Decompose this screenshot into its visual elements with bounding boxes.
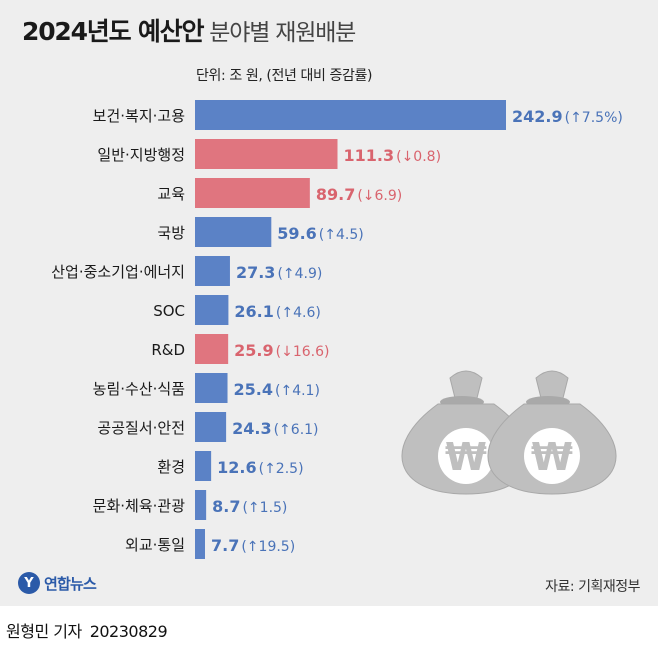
bar bbox=[195, 451, 212, 481]
svg-text:₩: ₩ bbox=[531, 435, 573, 479]
title-sub: 분야별 재원배분 bbox=[209, 20, 356, 46]
svg-text:₩: ₩ bbox=[445, 435, 487, 479]
category-label: 농림·수산·식품 bbox=[93, 380, 185, 398]
unit-note: 단위: 조 원, (전년 대비 증감률) bbox=[196, 68, 373, 84]
bar bbox=[195, 529, 205, 559]
category-label: R&D bbox=[151, 341, 185, 359]
change-label: (↑4.9) bbox=[277, 266, 322, 282]
value-label: 242.9 bbox=[512, 107, 563, 126]
reporter-name: 원형민 기자 bbox=[6, 622, 82, 641]
change-label: (↑4.5) bbox=[319, 227, 364, 243]
change-label: (↑7.5%) bbox=[565, 110, 623, 126]
value-label: 89.7 bbox=[316, 185, 355, 204]
value-label: 25.9 bbox=[234, 341, 273, 360]
value-label: 27.3 bbox=[236, 263, 275, 282]
category-label: 외교·통일 bbox=[125, 536, 185, 554]
value-label: 59.6 bbox=[277, 224, 316, 243]
value-label: 12.6 bbox=[217, 458, 256, 477]
change-label: (↑4.6) bbox=[276, 305, 321, 321]
category-label: SOC bbox=[153, 302, 185, 320]
value-label: 111.3 bbox=[344, 146, 395, 165]
yonhap-logo: Y 연합뉴스 bbox=[18, 572, 97, 594]
value-label: 25.4 bbox=[234, 380, 273, 399]
change-label: (↑6.1) bbox=[274, 422, 319, 438]
source-note: 자료: 기획재정부 bbox=[545, 579, 640, 595]
category-label: 공공질서·안전 bbox=[97, 419, 185, 437]
change-label: (↑2.5) bbox=[259, 461, 304, 477]
bar bbox=[195, 412, 227, 442]
publish-date: 20230829 bbox=[89, 622, 168, 641]
category-label: 국방 bbox=[157, 224, 185, 242]
value-label: 7.7 bbox=[211, 536, 239, 555]
bar bbox=[195, 295, 229, 325]
bar bbox=[195, 490, 207, 520]
title-main: 2024년도 예산안 bbox=[22, 17, 204, 46]
change-label: (↑1.5) bbox=[242, 500, 287, 516]
bar bbox=[195, 139, 338, 169]
bar bbox=[195, 256, 230, 286]
bar-chart: ₩ ₩ 보건·복지·고용 242.9 (↑7.5%) 일반·지방행정 111.3 (↓0.8)… bbox=[51, 100, 623, 559]
category-label: 일반·지방행정 bbox=[97, 146, 185, 164]
bar bbox=[195, 334, 229, 364]
category-label: 문화·체육·관광 bbox=[93, 497, 186, 515]
bar bbox=[195, 178, 310, 208]
category-label: 산업·중소기업·에너지 bbox=[51, 263, 185, 281]
category-label: 보건·복지·고용 bbox=[93, 107, 185, 125]
bar bbox=[195, 217, 272, 247]
category-label: 환경 bbox=[157, 458, 185, 476]
change-label: (↓16.6) bbox=[276, 344, 330, 360]
money-bag-icon: ₩ bbox=[487, 370, 617, 495]
value-label: 26.1 bbox=[234, 302, 273, 321]
change-label: (↑19.5) bbox=[241, 539, 295, 555]
value-label: 8.7 bbox=[212, 497, 240, 516]
category-label: 교육 bbox=[157, 185, 185, 203]
logo-text: 연합뉴스 bbox=[44, 574, 97, 593]
change-label: (↓6.9) bbox=[357, 188, 402, 204]
chart-title: 2024년도 예산안 분야별 재원배분 bbox=[22, 14, 356, 51]
byline: 원형민 기자 20230829 bbox=[6, 618, 168, 642]
value-label: 24.3 bbox=[232, 419, 271, 438]
yonhap-logo-icon: Y bbox=[18, 572, 40, 594]
change-label: (↓0.8) bbox=[396, 149, 441, 165]
change-label: (↑4.1) bbox=[275, 383, 320, 399]
bar bbox=[195, 100, 506, 130]
bar bbox=[195, 373, 228, 403]
